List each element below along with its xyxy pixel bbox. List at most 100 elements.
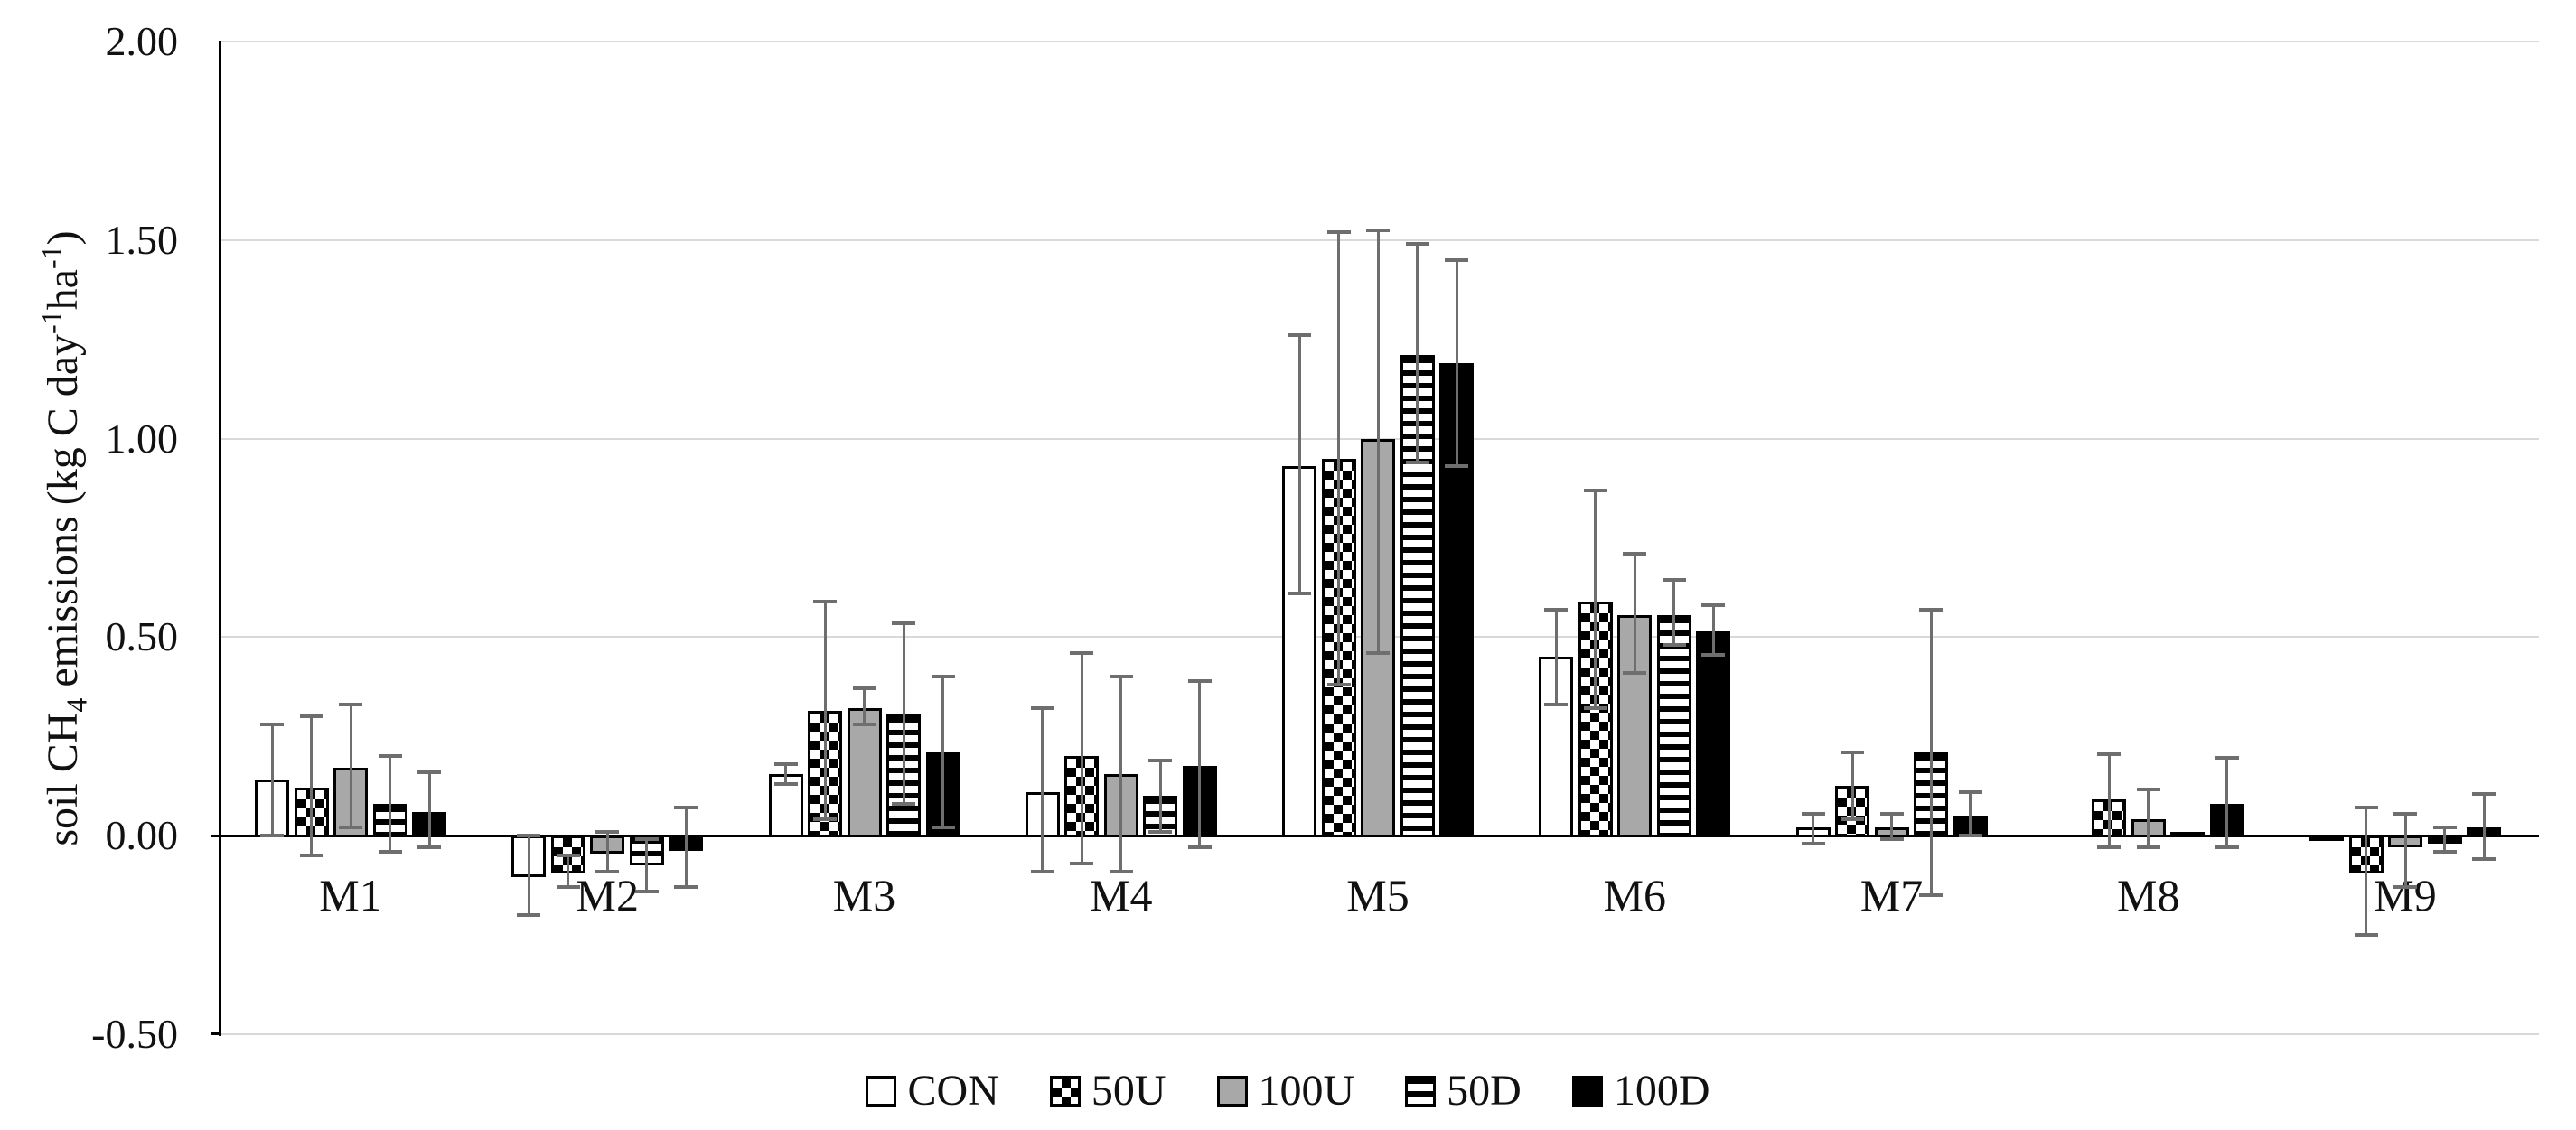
- error-bar-cap-bottom: [2393, 885, 2417, 890]
- error-bar-line: [1554, 609, 1558, 705]
- error-bar-cap-top: [813, 599, 837, 603]
- error-bar-line: [2443, 827, 2446, 852]
- error-bar-cap-top: [2215, 756, 2239, 761]
- x-tick-label: M2: [576, 870, 639, 920]
- x-tick-label: M8: [2117, 870, 2180, 920]
- error-bar-cap-bottom: [1879, 837, 1904, 842]
- error-bar-cap-top: [1583, 488, 1607, 492]
- x-tick-label: M3: [832, 870, 896, 920]
- error-bar-cap-top: [2472, 791, 2496, 796]
- gridline: [220, 239, 2539, 242]
- x-tick-label: M7: [1859, 870, 1924, 920]
- error-bar-line: [1929, 609, 1933, 895]
- legend-swatch-white-icon: [866, 1076, 897, 1107]
- error-bar-cap-top: [2097, 752, 2122, 756]
- error-bar-cap-top: [1958, 789, 1982, 794]
- chart-legend: CON 50U 100U 50D 100D: [0, 1069, 2576, 1113]
- error-bar-cap-top: [1366, 229, 1390, 233]
- error-bar-cap-top: [339, 703, 362, 707]
- error-bar-cap-bottom: [1544, 703, 1569, 707]
- y-tick-label: 1.00: [105, 415, 179, 462]
- error-bar-line: [1969, 791, 1972, 836]
- error-bar-cap-top: [931, 675, 955, 679]
- error-bar-cap-bottom: [556, 885, 580, 890]
- error-bar-cap-top: [2393, 811, 2417, 816]
- error-bar-cap-top: [1919, 607, 1943, 612]
- error-bar-line: [1594, 490, 1597, 709]
- error-bar-cap-bottom: [1030, 869, 1054, 873]
- error-bar-cap-top: [556, 853, 580, 857]
- error-bar-line: [1812, 813, 1814, 844]
- error-bar-cap-bottom: [2472, 857, 2496, 862]
- error-bar-cap-bottom: [1701, 653, 1726, 658]
- error-bar-cap-top: [1801, 811, 1825, 816]
- error-bar-line: [349, 705, 352, 828]
- error-bar-cap-bottom: [634, 889, 659, 893]
- error-bar-cap-bottom: [1958, 834, 1982, 837]
- error-bar-cap-bottom: [1070, 861, 1094, 865]
- legend-item-50u: 50U: [1049, 1067, 1166, 1115]
- error-bar-cap-top: [299, 714, 323, 719]
- legend-swatch-gray-icon: [1216, 1076, 1248, 1107]
- error-bar-cap-top: [1544, 607, 1569, 612]
- error-bar-cap-top: [1879, 811, 1904, 816]
- error-bar-cap-bottom: [2215, 845, 2239, 850]
- error-bar-cap-bottom: [517, 912, 541, 917]
- y-tick-label: 0.50: [105, 613, 179, 660]
- error-bar-line: [605, 831, 609, 872]
- error-bar-line: [1041, 708, 1044, 872]
- bar-m6-100d: [1696, 630, 1731, 837]
- error-bar-cap-bottom: [2136, 845, 2160, 850]
- error-bar-line: [389, 756, 391, 852]
- error-bar-cap-bottom: [1623, 670, 1647, 675]
- error-bar-cap-bottom: [339, 826, 362, 830]
- error-bar-cap-top: [2136, 788, 2160, 792]
- error-bar-cap-top: [417, 770, 441, 774]
- error-bar-line: [1119, 677, 1123, 872]
- error-bar-cap-bottom: [1148, 829, 1173, 834]
- legend-item-con: CON: [866, 1067, 999, 1115]
- error-bar-cap-bottom: [1187, 845, 1212, 850]
- error-bar-cap-top: [1405, 242, 1429, 247]
- error-bar-cap-bottom: [1801, 841, 1825, 845]
- x-tick-label: M6: [1603, 870, 1666, 920]
- error-bar-cap-top: [674, 806, 698, 810]
- y-tick-label: -0.50: [91, 1010, 178, 1057]
- error-bar-line: [1850, 752, 1854, 820]
- error-bar-line: [1337, 232, 1340, 686]
- error-bar-line: [1158, 760, 1162, 832]
- error-bar-cap-bottom: [378, 849, 402, 854]
- legend-label: 100U: [1258, 1067, 1355, 1115]
- error-bar-line: [1376, 230, 1380, 653]
- legend-label: CON: [907, 1067, 999, 1115]
- error-bar-cap-bottom: [773, 781, 798, 786]
- error-bar-line: [1297, 335, 1301, 593]
- error-bar-line: [902, 622, 905, 804]
- error-bar-cap-bottom: [2432, 849, 2457, 854]
- legend-label: 50U: [1091, 1067, 1166, 1115]
- error-bar-cap-top: [1841, 750, 1864, 754]
- error-bar-line: [2365, 808, 2367, 935]
- error-bar-cap-top: [1623, 552, 1647, 556]
- error-bar-line: [941, 677, 944, 828]
- error-bar-cap-bottom: [892, 801, 915, 806]
- error-bar-cap-bottom: [1326, 683, 1351, 687]
- error-bar-cap-bottom: [931, 826, 955, 830]
- error-bar-cap-top: [1701, 603, 1726, 608]
- legend-swatch-hlines-icon: [1405, 1076, 1437, 1107]
- error-bar-cap-top: [1288, 333, 1311, 338]
- error-bar-cap-top: [1662, 577, 1686, 582]
- error-bar-cap-top: [1070, 650, 1094, 655]
- error-bar-cap-top: [517, 834, 541, 837]
- error-bar-cap-top: [260, 722, 284, 726]
- gridline: [220, 1032, 2539, 1035]
- error-bar-cap-bottom: [1583, 706, 1607, 711]
- error-bar-line: [427, 771, 431, 848]
- error-bar-cap-top: [2354, 806, 2378, 810]
- legend-item-50d: 50D: [1405, 1069, 1522, 1113]
- legend-item-100d: 100D: [1571, 1069, 1710, 1113]
- error-bar-line: [1198, 680, 1202, 848]
- error-bar-cap-top: [1109, 675, 1133, 679]
- x-tick-label: M5: [1346, 870, 1410, 920]
